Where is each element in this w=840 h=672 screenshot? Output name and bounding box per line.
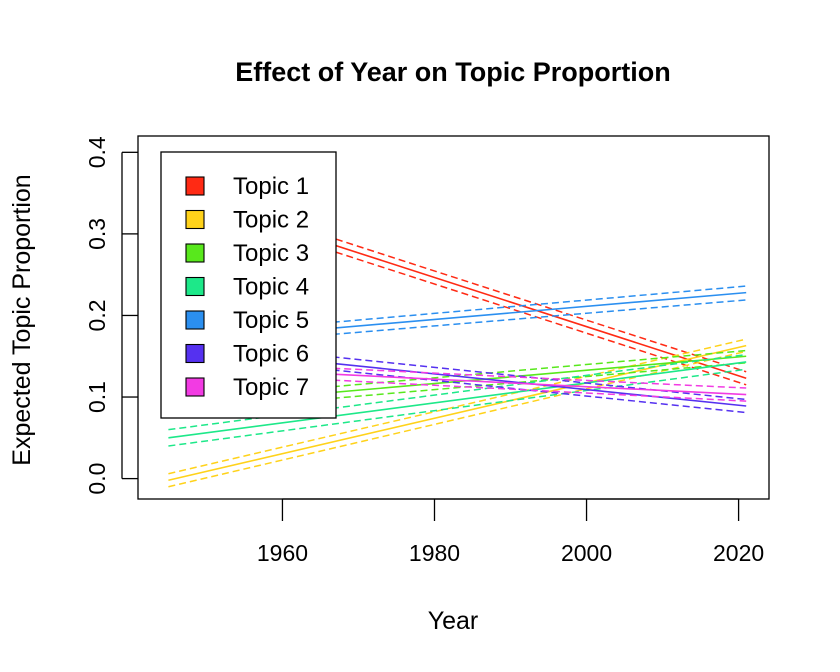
y-tick-label: 0.4 — [84, 136, 110, 168]
legend: Topic 1 Topic 2 Topic 3 Topic 4 Topic 5 Topic… — [160, 151, 337, 419]
x-tick-label: 1960 — [257, 540, 308, 566]
topic-7-ci-lower-line — [168, 370, 747, 402]
legend-item-topic-5: Topic 5 — [185, 307, 309, 334]
legend-swatch — [185, 343, 205, 364]
y-tick-label: 0.1 — [84, 381, 110, 413]
legend-item-topic-6: Topic 6 — [185, 341, 309, 368]
topic-5-ci-upper-line — [168, 285, 747, 338]
legend-label: Topic 1 — [233, 173, 309, 200]
legend-swatch — [185, 276, 205, 297]
legend-label: Topic 2 — [233, 207, 309, 234]
topic-4-fit-line — [168, 361, 747, 439]
legend-item-topic-4: Topic 4 — [185, 274, 309, 301]
topic-4-ci-lower-line — [168, 368, 747, 447]
legend-swatch — [185, 209, 205, 230]
series-topic-2 — [168, 338, 747, 488]
legend-label: Topic 6 — [233, 341, 309, 368]
topic-6-ci-lower-line — [168, 352, 747, 414]
topic-2-fit-line — [168, 344, 747, 482]
topic-5-ci-lower-line — [168, 299, 747, 349]
x-tick-label: 1980 — [409, 540, 460, 566]
x-tick-label: 2020 — [713, 540, 764, 566]
legend-label: Topic 3 — [233, 240, 309, 267]
legend-swatch — [185, 176, 205, 196]
legend-swatch — [185, 310, 205, 330]
legend-item-topic-7: Topic 7 — [185, 374, 309, 401]
y-axis-label: Expected Topic Proportion — [8, 174, 36, 465]
y-tick-label: 0.3 — [84, 218, 110, 250]
chart-title: Effect of Year on Topic Proportion — [235, 57, 671, 87]
legend-label: Topic 4 — [233, 274, 309, 301]
x-tick-label: 2000 — [561, 540, 612, 566]
topic-4-ci-upper-line — [168, 353, 747, 431]
legend-swatch — [185, 243, 205, 263]
legend-label: Topic 5 — [233, 307, 309, 334]
x-axis: 1960 1980 2000 2020 — [257, 498, 764, 566]
legend-item-topic-1: Topic 1 — [185, 173, 309, 200]
legend-item-topic-2: Topic 2 — [185, 207, 309, 234]
y-tick-label: 0.0 — [84, 463, 110, 495]
topic-7-ci-upper-line — [168, 359, 747, 389]
y-axis: 0.0 0.1 0.2 0.3 0.4 — [84, 136, 138, 495]
topic-3-ci-lower-line — [168, 362, 747, 414]
y-tick-label: 0.2 — [84, 299, 110, 331]
legend-label: Topic 7 — [233, 374, 309, 401]
legend-swatch — [185, 377, 205, 397]
series-topic-4 — [168, 353, 747, 447]
legend-item-topic-3: Topic 3 — [185, 240, 309, 267]
x-axis-label: Year — [428, 607, 479, 635]
